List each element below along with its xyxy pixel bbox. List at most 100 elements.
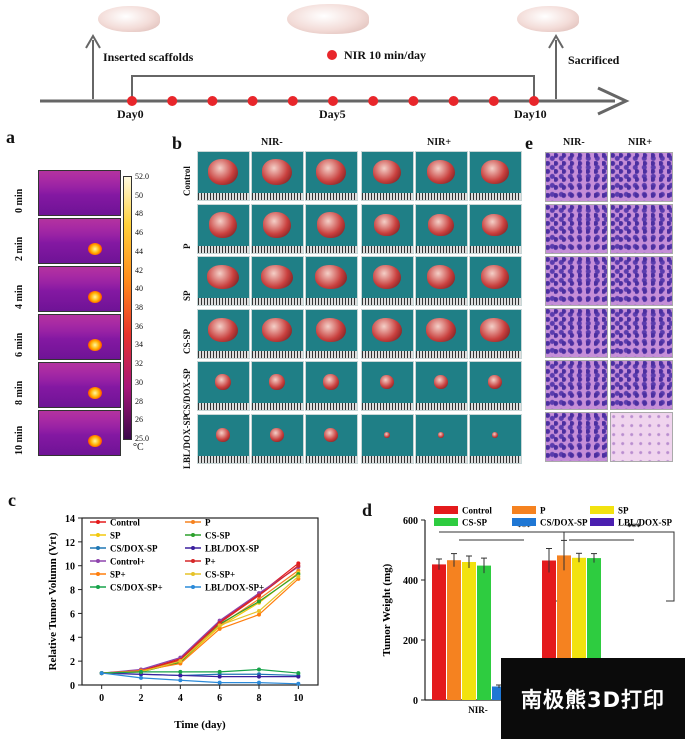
x-axis-label: Time (day) xyxy=(174,719,226,731)
tumor-photo xyxy=(305,256,358,306)
series-line xyxy=(101,562,299,674)
panel-b-nir-minus: NIR- xyxy=(261,137,283,148)
tumor-photo xyxy=(197,361,250,411)
temperature-colorbar xyxy=(123,176,132,440)
y-axis-label: Relative Tumor Volumn (Vrt) xyxy=(47,532,59,670)
panel-e-nir-minus: NIR- xyxy=(563,137,585,148)
data-point xyxy=(296,563,301,568)
legend-label: P+ xyxy=(205,557,216,567)
legend-label: CS-SP+ xyxy=(205,570,235,580)
nir-label: NIR 10 min/day xyxy=(344,48,427,62)
legend-swatch xyxy=(434,506,458,514)
legend-label: LBL/DOX-SP+ xyxy=(205,583,264,593)
category-label: NIR- xyxy=(468,705,488,715)
time-label-4: 4 min xyxy=(14,284,25,309)
legend-label: CS-SP xyxy=(462,518,488,528)
time-label-2: 2 min xyxy=(14,236,25,261)
tumor-photo xyxy=(361,203,414,254)
tumor-photo xyxy=(305,361,358,411)
data-point xyxy=(296,681,301,686)
panel-d-letter: d xyxy=(362,500,373,520)
data-point xyxy=(217,674,222,679)
thermal-image-6 xyxy=(38,314,121,360)
tumor-photo xyxy=(415,308,468,359)
series-line xyxy=(101,566,299,674)
data-point xyxy=(257,609,261,614)
colorbar-tick: 48 xyxy=(135,209,143,219)
tumor-photo xyxy=(415,413,468,464)
data-point xyxy=(257,680,261,685)
legend-label: CS/DOX-SP xyxy=(110,544,158,554)
day10-label: Day10 xyxy=(514,107,547,121)
data-point xyxy=(178,678,183,683)
data-point xyxy=(178,669,183,674)
legend-marker xyxy=(191,572,195,576)
nir-dot xyxy=(488,96,499,106)
panel-a-letter: a xyxy=(6,127,15,147)
data-point xyxy=(257,667,261,672)
significance-label: *** xyxy=(517,522,531,532)
colorbar-tick: 44 xyxy=(135,246,143,256)
legend-label: CS-SP xyxy=(205,531,231,541)
tumor-photo xyxy=(305,151,358,201)
x-tick-label: 10 xyxy=(293,693,303,704)
legend-marker xyxy=(96,559,100,563)
y-tick-label: 600 xyxy=(403,516,418,527)
time-label-6: 6 min xyxy=(14,332,25,357)
legend-label: CS/DOX-SP xyxy=(540,518,588,528)
he-stain-image xyxy=(545,256,608,306)
tumor-photo xyxy=(469,203,522,254)
tumor-photo xyxy=(415,361,468,411)
inserted-scaffolds-label: Inserted scaffolds xyxy=(103,50,194,64)
x-tick-label: 6 xyxy=(217,693,222,704)
colorbar-tick: 28 xyxy=(135,396,143,406)
colorbar-tick: 25.0 xyxy=(135,434,149,443)
thermal-image-2 xyxy=(38,218,121,264)
panel-e-nir-plus: NIR+ xyxy=(628,137,653,148)
legend-marker xyxy=(96,546,100,550)
tumor-photo xyxy=(305,308,358,359)
nir-dot xyxy=(167,96,178,106)
legend-swatch xyxy=(434,518,458,526)
x-tick-label: 0 xyxy=(99,693,104,704)
legend-label: Control xyxy=(110,518,140,528)
colorbar-tick: 50 xyxy=(135,190,143,200)
data-point xyxy=(178,659,183,664)
tumor-row-label: CS-SP xyxy=(182,328,192,354)
y-tick-label: 0 xyxy=(413,696,418,707)
series-line xyxy=(101,672,299,685)
y-tick-label: 12 xyxy=(65,538,75,549)
sig-bracket xyxy=(624,531,675,602)
legend-marker xyxy=(191,546,195,550)
watermark: 南极熊3D打印 xyxy=(501,658,685,739)
thermal-image-10 xyxy=(38,410,121,456)
data-point xyxy=(296,574,301,579)
thermal-image-0 xyxy=(38,170,121,216)
he-stain-image xyxy=(610,360,673,410)
series-line xyxy=(101,672,299,678)
tumor-row-label: P xyxy=(182,243,192,249)
legend-label: SP xyxy=(618,506,629,516)
legend-marker xyxy=(191,520,195,524)
series-line xyxy=(101,668,299,674)
legend-marker xyxy=(191,559,195,563)
y-tick-label: 8 xyxy=(70,586,75,597)
tumor-photo xyxy=(361,308,414,359)
x-tick-label: 2 xyxy=(139,693,144,704)
y-axis-label: Tumor Weight (mg) xyxy=(381,563,393,656)
legend-swatch xyxy=(512,506,536,514)
series-line xyxy=(101,578,299,674)
colorbar-tick: 26 xyxy=(135,415,143,425)
bar xyxy=(477,565,491,700)
nir-dot xyxy=(529,96,539,106)
data-point xyxy=(99,671,104,676)
tumor-row-label: Control xyxy=(182,166,192,196)
tumor-photo xyxy=(197,256,250,306)
colorbar-tick: 38 xyxy=(135,303,143,312)
y-tick-label: 6 xyxy=(70,609,75,620)
colorbar-tick: 30 xyxy=(135,377,143,387)
y-tick-label: 400 xyxy=(403,576,418,587)
colorbar-tick: 34 xyxy=(135,340,143,350)
tumor-row-label: CS/DOX-SP xyxy=(182,368,192,416)
time-label-10: 10 min xyxy=(14,425,25,455)
